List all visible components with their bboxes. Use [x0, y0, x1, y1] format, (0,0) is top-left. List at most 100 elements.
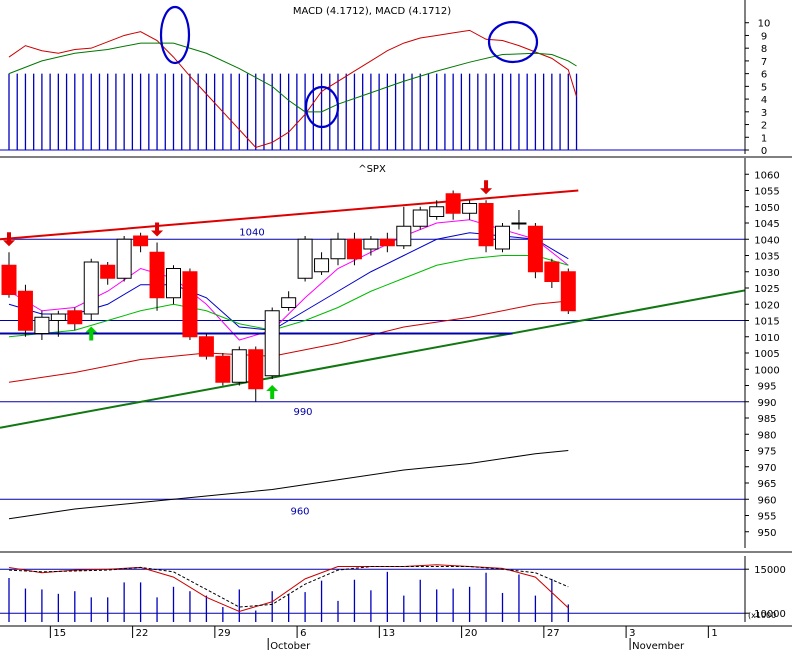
buy-arrow-icon: [266, 385, 279, 399]
volume-oscillator-line: [8, 566, 569, 608]
price-y-tick-label: 1050: [754, 203, 779, 214]
macd-y-tick-label: 0: [761, 146, 767, 157]
price-y-tick-label: 980: [757, 430, 776, 441]
candle-body: [396, 225, 412, 247]
candle-body: [1, 264, 17, 295]
highlight-circle: [487, 20, 539, 64]
trendline: [0, 189, 579, 241]
price-y-tick-label: 1025: [754, 284, 779, 295]
candle-body: [67, 310, 83, 325]
x-tick-label: 3: [629, 628, 635, 639]
candle-body: [83, 261, 99, 315]
price-y-tick-label: 990: [757, 398, 776, 409]
candle-body: [445, 193, 461, 214]
candle-body: [511, 222, 527, 225]
moving-average-line: [8, 300, 569, 383]
sell-arrow-icon: [3, 232, 15, 247]
candle-body: [231, 349, 247, 383]
level-label-1040: 1040: [239, 227, 264, 238]
x-tick-label: 29: [218, 628, 231, 639]
trendline: [0, 289, 745, 429]
macd-y-tick-label: 5: [761, 82, 767, 93]
sell-arrow-icon: [151, 222, 164, 237]
volume-oscillator-line: [8, 564, 569, 612]
candle-body: [182, 271, 198, 338]
x-axis: 15 22 29 6 13 20 27 3 1 October November: [0, 625, 792, 652]
candle-body: [379, 238, 395, 247]
candle-body: [363, 238, 379, 250]
x-tick-label: 27: [547, 628, 560, 639]
macd-y-tick-label: 2: [761, 121, 767, 132]
candle-body: [527, 225, 543, 273]
price-y-tick-label: 1060: [754, 170, 779, 181]
price-y-tick-label: 965: [757, 479, 776, 490]
candle-body: [281, 297, 297, 308]
volume-panel: 10000 15000: [0, 556, 786, 622]
price-y-tick-label: 1000: [754, 365, 779, 376]
month-label: October: [270, 641, 311, 652]
price-y-tick-label: 950: [757, 528, 776, 539]
x-tick-label: 22: [136, 628, 149, 639]
x-tick-label: 6: [300, 628, 306, 639]
candle-body: [198, 336, 214, 357]
candle-body: [215, 355, 231, 383]
macd-title: MACD (4.1712), MACD (4.1712): [293, 6, 451, 17]
candle-body: [412, 209, 428, 227]
price-y-tick-label: 985: [757, 414, 776, 425]
price-y-tick-label: 1045: [754, 219, 779, 230]
candle-body: [495, 225, 510, 250]
price-y-tick-label: 1005: [754, 349, 779, 360]
macd-series-line: [8, 42, 577, 113]
price-y-tick-label: 975: [757, 447, 776, 458]
x-tick-label: 13: [382, 628, 395, 639]
price-y-tick-label: 1030: [754, 268, 779, 279]
candle-body: [17, 290, 33, 331]
moving-average-line: [8, 219, 569, 341]
moving-average-line: [8, 232, 569, 331]
price-y-tick-label: 995: [757, 382, 776, 393]
price-y-tick-label: 1020: [754, 300, 779, 311]
candle-body: [133, 235, 149, 247]
candle-body: [248, 349, 264, 390]
candle-body: [116, 238, 132, 279]
macd-y-tick-label: 3: [761, 108, 767, 119]
volume-y-tick-label: 15000: [754, 565, 786, 576]
candle-body: [314, 258, 330, 273]
candle-body: [264, 310, 280, 377]
x-tick-label: 20: [465, 628, 478, 639]
candle-body: [34, 316, 50, 334]
candle-body: [478, 203, 494, 247]
macd-y-tick-label: 1: [761, 133, 767, 144]
macd-y-tick-label: 10: [758, 19, 771, 30]
macd-y-tick-label: 7: [761, 57, 767, 68]
macd-background: [0, 0, 745, 152]
price-y-tick-label: 970: [757, 463, 776, 474]
candle-body: [330, 238, 346, 260]
buy-arrow-icon: [85, 326, 98, 341]
volume-y-tick-label: 10000: [754, 609, 786, 620]
x-tick-label: 1: [711, 628, 717, 639]
month-label: November: [632, 641, 685, 652]
candle-body: [100, 264, 116, 279]
highlight-circle: [304, 85, 340, 129]
highlight-circle: [159, 5, 191, 65]
price-title: ^SPX: [358, 164, 386, 175]
level-label-960: 960: [290, 506, 309, 517]
volume-unit-label: (x1000: [748, 611, 776, 620]
x-tick-label: 15: [53, 628, 66, 639]
macd-y-tick-label: 9: [761, 31, 767, 42]
price-panel: 1040 990 960 950 955 960 965 970 975 980 985 990 995…: [0, 158, 792, 553]
price-y-tick-label: 1035: [754, 252, 779, 263]
candle-body: [166, 268, 181, 299]
price-y-tick-label: 1055: [754, 187, 779, 198]
price-y-tick-label: 955: [757, 512, 776, 523]
sell-arrow-icon: [480, 180, 493, 195]
candle-body: [462, 203, 478, 214]
moving-average-line: [8, 255, 569, 338]
candle-body: [560, 271, 576, 312]
macd-y-tick-label: 6: [761, 70, 767, 81]
level-label-990: 990: [293, 407, 312, 418]
candle-body: [297, 238, 313, 279]
